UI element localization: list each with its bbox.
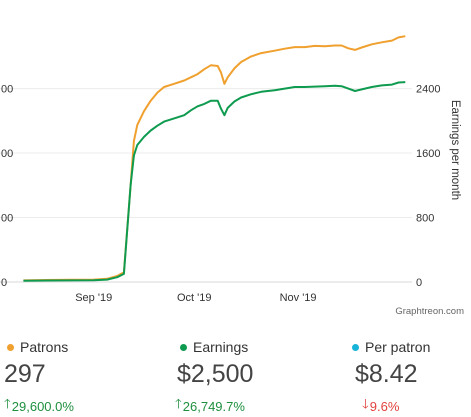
legend-earnings[interactable]: Earnings bbox=[180, 338, 253, 356]
arrow-down-icon: 🡓 bbox=[362, 396, 369, 411]
left-tick-label: 0 bbox=[1, 277, 7, 289]
change-value: 9.6% bbox=[369, 398, 400, 414]
stats-summary: Patrons 297 🡑 29,600.0% Earnings $2,500 … bbox=[0, 338, 471, 414]
series-line-patrons bbox=[23, 35, 406, 282]
legend-patrons[interactable]: Patrons bbox=[7, 338, 74, 356]
right-axis-ticks: 0 800 1600 2400 bbox=[416, 84, 440, 289]
legend-dot-icon bbox=[180, 343, 187, 351]
patrons-value: 297 bbox=[4, 360, 46, 388]
earnings-value: $2,500 bbox=[177, 360, 254, 388]
source-credit: Graphtreon.com bbox=[395, 306, 464, 317]
earnings-change: 🡑 26,749.7% bbox=[175, 395, 253, 417]
stat-per-patron: Per patron $8.42 🡓 9.6% bbox=[352, 338, 430, 417]
stat-patrons: Patrons 297 🡑 29,600.0% bbox=[4, 338, 74, 417]
left-tick-label: 00 bbox=[1, 84, 13, 96]
left-tick-label: 00 bbox=[1, 213, 13, 225]
patrons-change: 🡑 29,600.0% bbox=[4, 395, 74, 417]
stat-earnings: Earnings $2,500 🡑 26,749.7% bbox=[175, 338, 254, 417]
per-patron-value: $8.42 bbox=[355, 360, 418, 388]
x-tick-label: Nov '19 bbox=[280, 292, 317, 304]
right-tick-label: 2400 bbox=[416, 84, 440, 96]
series bbox=[23, 35, 406, 282]
change-value: 29,600.0% bbox=[11, 398, 74, 414]
per-patron-change: 🡓 9.6% bbox=[362, 395, 430, 417]
x-tick-label: Sep '19 bbox=[75, 292, 112, 304]
legend-dot-icon bbox=[352, 343, 359, 351]
legend-label: Patrons bbox=[20, 339, 69, 355]
legend-label: Earnings bbox=[193, 339, 249, 355]
right-tick-label: 800 bbox=[416, 213, 434, 225]
arrow-up-icon: 🡑 bbox=[175, 396, 182, 411]
legend-label: Per patron bbox=[365, 339, 431, 355]
right-tick-label: 0 bbox=[416, 277, 422, 289]
legend-per-patron[interactable]: Per patron bbox=[352, 338, 430, 356]
right-tick-label: 1600 bbox=[416, 148, 440, 160]
legend-dot-icon bbox=[7, 343, 14, 351]
x-tick-label: Oct '19 bbox=[177, 292, 212, 304]
change-value: 26,749.7% bbox=[182, 398, 245, 414]
right-axis-title: Earnings per month bbox=[449, 100, 461, 200]
x-axis-ticks: Sep '19 Oct '19 Nov '19 bbox=[75, 292, 316, 304]
arrow-up-icon: 🡑 bbox=[4, 396, 11, 411]
gridlines bbox=[0, 88, 412, 283]
left-tick-label: 00 bbox=[1, 148, 13, 160]
series-line-earnings bbox=[23, 81, 406, 282]
